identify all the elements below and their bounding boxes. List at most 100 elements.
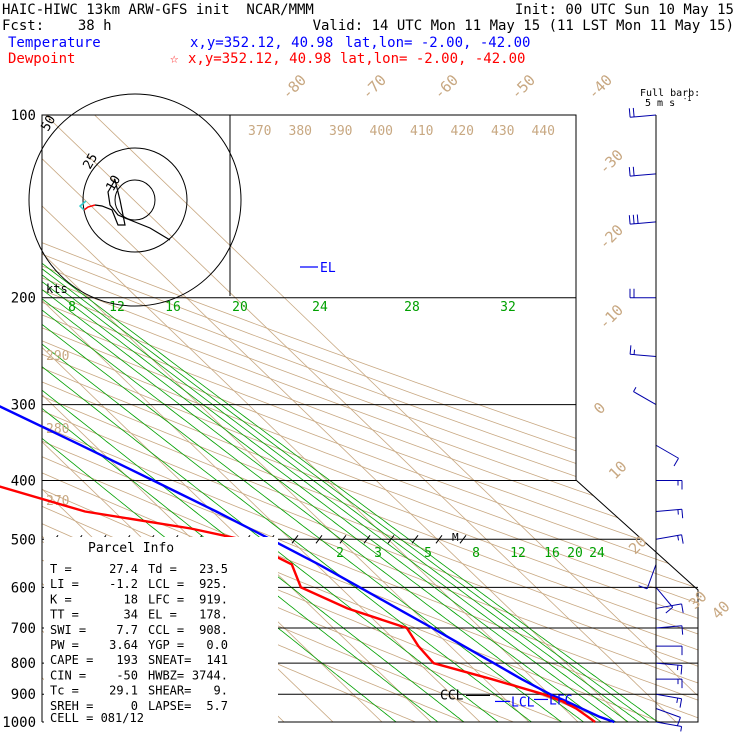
parcel-row-value: 0 [131, 699, 138, 713]
barb-feather [628, 215, 631, 225]
barb-feather [681, 625, 684, 635]
dry-adiabat-line [42, 115, 698, 722]
barb-feather [632, 107, 635, 117]
parcel-row-label: Tc = [50, 684, 79, 698]
wind-barb [638, 564, 657, 590]
top-temp-label: -80 [278, 71, 310, 103]
hodograph-trace-low [83, 204, 96, 211]
parcel-row-value: -1.2 [109, 577, 138, 591]
dry-adiabat-line [42, 115, 698, 722]
melting-level-label: M [452, 531, 459, 544]
pressure-tick-label: 400 [11, 473, 36, 489]
mixing-ratio-label: 12 [109, 300, 125, 315]
pressure-tick-label: 100 [11, 108, 36, 124]
hodograph-ring-label: 25 [80, 151, 101, 172]
mixing-ratio-line [42, 115, 634, 722]
parcel-row-value: 141 [206, 653, 228, 667]
temperature-xy: x,y=352.12, 40.98 [190, 35, 334, 51]
parcel-row-label: LFC = [148, 592, 184, 606]
theta-label: 400 [370, 124, 393, 139]
mixing-ratio-label: 3 [374, 546, 382, 561]
parcel-row-value: 5.7 [206, 699, 228, 713]
pressure-tick-label: 200 [11, 291, 36, 307]
mixing-ratio-label: 16 [165, 300, 181, 315]
top-temp-label: -70 [358, 71, 390, 103]
barb-half-feather [680, 726, 683, 732]
theta-label: 410 [410, 124, 433, 139]
mixing-ratio-label: 12 [510, 546, 526, 561]
theta-label: 390 [329, 124, 352, 139]
wind-barbs [628, 107, 684, 732]
hatch-mark [339, 534, 347, 544]
hatch-mark [435, 534, 443, 544]
mixing-ratio-label: 28 [404, 300, 420, 315]
parcel-row-value: 29.1 [109, 684, 138, 698]
right-temp-label: -10 [595, 301, 627, 333]
hodograph-ring-label: 50 [38, 113, 59, 134]
barb-staff [630, 353, 657, 358]
right-temp-label: -30 [595, 146, 627, 178]
parcel-row-value: 7.7 [116, 623, 138, 637]
parcel-info-panel: Parcel Info T = 27.4 Td = 23.5 LI = -1.2 LCL = 9… [44, 537, 278, 725]
barb-staff [646, 564, 657, 590]
hodograph-trace [107, 179, 171, 241]
parcel-row-value: 23.5 [199, 562, 228, 576]
pressure-tick-label: 700 [11, 621, 36, 637]
dry-adiabat-line [42, 115, 698, 722]
parcel-row-value: 3744. [192, 668, 228, 682]
parcel-row-label: LAPSE= [148, 699, 191, 713]
barb-feather [632, 214, 635, 224]
parcel-row-label: LCL = [148, 577, 184, 591]
parcel-row-value: 178. [199, 608, 228, 622]
dry-adiabat-line [42, 115, 698, 722]
barb-feather [681, 534, 684, 544]
right-temp-label: 30 [685, 587, 711, 613]
lcl-label: LCL [511, 695, 535, 710]
wind-barb [655, 662, 683, 675]
parcel-row-label: EL = [148, 608, 177, 622]
parcel-row-value: 18 [124, 592, 138, 606]
parcel-row-label: HWBZ= [148, 668, 184, 682]
barb-feather [665, 606, 674, 614]
model-title: HAIC-HIWC 13km ARW-GFS init NCAR/MMM [2, 2, 314, 18]
parcel-row-value: 27.4 [109, 562, 138, 576]
hodograph-trace [94, 179, 126, 226]
parcel-row-label: SREH = [50, 699, 93, 713]
theta-label: 280 [46, 422, 69, 437]
isotherm-line [42, 115, 396, 722]
barb-feather [681, 603, 684, 613]
isotherm-line [42, 115, 592, 722]
isotherm-line [42, 115, 543, 722]
dry-adiabat-line [42, 115, 698, 722]
mixing-ratio-label: 24 [312, 300, 328, 315]
wind-barb [628, 214, 657, 225]
barb-staff [655, 662, 682, 666]
forecast-hour: Fcst: 38 h [2, 18, 112, 34]
isotherm-line [94, 115, 698, 722]
wind-barb [633, 387, 657, 406]
pressure-tick-label: 600 [11, 580, 36, 596]
theta-label: 370 [248, 124, 271, 139]
wind-barb [655, 508, 684, 519]
wind-barb [628, 107, 657, 118]
mixing-ratio-label: 16 [544, 546, 560, 561]
barb-feather [628, 108, 631, 118]
barb-feather [636, 214, 639, 224]
parcel-row-value: 9. [214, 684, 228, 698]
barb-legend-line2: 5 m s [645, 98, 675, 109]
barb-feather [638, 585, 648, 590]
mixing-ratio-label: 24 [589, 546, 605, 561]
wind-barb [655, 603, 684, 613]
pressure-tick-label: 500 [11, 532, 36, 548]
barb-half-feather [677, 535, 680, 541]
wind-barb [656, 645, 683, 656]
barb-legend-superscript: -1 [683, 95, 691, 103]
theta-label: 380 [289, 124, 312, 139]
dry-adiabat-line [42, 115, 698, 722]
parcel-row-value: 3.64 [109, 638, 138, 652]
mixing-ratio-line [42, 115, 658, 722]
mixing-ratio-line [42, 115, 647, 722]
mixing-ratio-label: 20 [567, 546, 583, 561]
isotherm-line [42, 115, 641, 722]
